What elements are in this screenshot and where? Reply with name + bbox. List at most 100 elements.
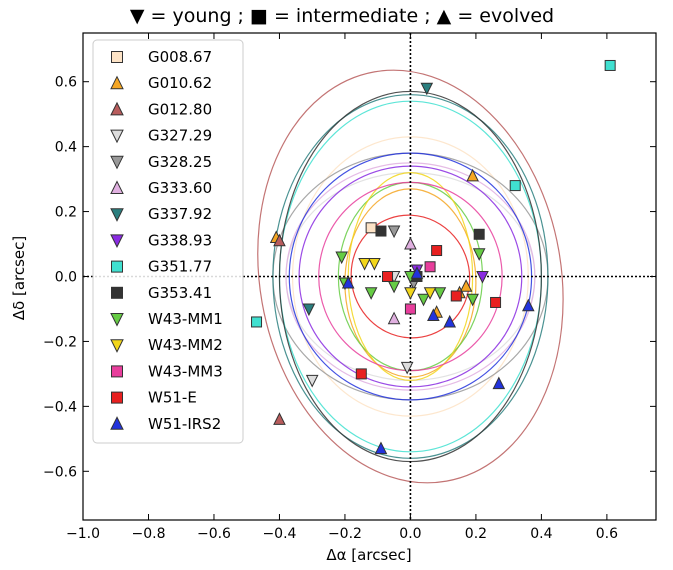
- legend-marker-g337-92: [110, 208, 124, 222]
- legend-label-w43-mm2: W43-MM2: [148, 336, 223, 354]
- legend-marker-w51-e: [111, 391, 123, 404]
- data-point-w51-e: [450, 290, 462, 302]
- data-point-g012-80: [273, 412, 286, 425]
- x-tick-label: −0.8: [131, 526, 165, 542]
- legend-marker-g008-67: [111, 51, 123, 63]
- data-point-w51-e: [490, 296, 502, 308]
- data-point-g008-67: [365, 222, 377, 234]
- data-point-w43-mm3: [424, 261, 436, 273]
- data-point-w43-mm2: [368, 258, 381, 271]
- legend-marker-w43-mm1: [110, 313, 124, 327]
- x-tick-label: −0.2: [328, 526, 362, 542]
- data-point-g333-60: [404, 236, 417, 250]
- data-point-w43-mm1: [433, 287, 447, 300]
- data-point-w51-e: [382, 271, 394, 282]
- data-point-g328-25: [387, 225, 401, 239]
- data-point-g010-62: [459, 279, 473, 292]
- legend-box: [92, 39, 244, 444]
- legend-label-g010-62: G010.62: [148, 74, 212, 92]
- data-point-w43-mm1: [417, 293, 430, 307]
- legend-label-g338-93: G338.93: [148, 231, 212, 249]
- data-point-g351-77: [604, 59, 616, 71]
- data-point-w43-mm1: [387, 280, 401, 294]
- y-tick-label: 0.2: [55, 205, 77, 221]
- data-point-w43-mm2: [423, 287, 437, 300]
- data-point-g338-93: [476, 271, 489, 284]
- data-point-w51-irs2: [443, 314, 457, 328]
- ticks-layer: −1.0 −0.8 −0.6 −0.4 −0.2 0.0 0.2 0.4 0.6 −0.6 −0.4…: [43, 33, 656, 542]
- legend-marker-g012-80: [110, 101, 124, 116]
- legend-label-g328-25: G328.25: [148, 153, 212, 171]
- legend-marker-g353-41: [111, 286, 123, 299]
- data-point-w51-irs2: [410, 266, 424, 279]
- y-tick-label: −0.4: [43, 399, 77, 415]
- data-point-w51-irs2: [521, 298, 535, 312]
- data-point-w43-mm2: [404, 287, 417, 300]
- legend-label-g353-41: G353.41: [148, 284, 212, 302]
- data-point-w51-irs2: [341, 275, 355, 289]
- data-point-w51-irs2: [374, 441, 388, 455]
- legend-marker-g010-62: [110, 75, 124, 90]
- legend-label-w43-mm3: W43-MM3: [148, 362, 223, 380]
- points-layer: [251, 59, 616, 455]
- legend-label-w43-mm1: W43-MM1: [148, 310, 223, 328]
- data-point-g337-92: [302, 303, 316, 317]
- legend-marker-g327-29: [110, 129, 124, 144]
- x-tick-label: −0.6: [197, 526, 231, 542]
- x-tick-label: −1.0: [66, 526, 100, 542]
- data-point-g351-77: [251, 316, 263, 328]
- data-point-w51-e: [355, 368, 367, 380]
- legend-marker-g338-93: [110, 234, 124, 249]
- legend-marker-w43-mm3: [111, 365, 123, 378]
- data-point-g327-29: [305, 374, 319, 388]
- legend-label-w51-irs2: W51-IRS2: [148, 415, 221, 433]
- legend-marker-g328-25: [110, 155, 124, 170]
- data-point-w43-mm1: [466, 293, 479, 307]
- legend: G008.67 G010.62 G012.80 G327.29 G328.25 G333.…: [92, 39, 244, 444]
- data-point-g333-60: [387, 311, 401, 325]
- y-tick-label: 0.0: [55, 270, 77, 286]
- data-point-g353-41: [473, 228, 485, 240]
- data-point-g012-80: [273, 233, 286, 247]
- data-point-g327-29: [400, 361, 414, 375]
- y-tick-label: −0.2: [43, 334, 77, 350]
- legend-label-g351-77: G351.77: [148, 258, 212, 276]
- data-point-w51-irs2: [492, 376, 506, 390]
- data-point-w43-mm1: [335, 251, 348, 265]
- y-tick-label: 0.6: [55, 75, 77, 91]
- legend-marker-w51-irs2: [110, 416, 124, 430]
- data-point-g351-77: [509, 180, 521, 192]
- legend-marker-g333-60: [110, 180, 124, 194]
- data-point-w43-mm1: [472, 248, 486, 261]
- data-point-g010-62: [466, 168, 479, 182]
- legend-marker-g351-77: [111, 260, 123, 273]
- y-tick-label: −0.6: [43, 464, 77, 480]
- data-point-w43-mm1: [364, 287, 378, 300]
- legend-label-g327-29: G327.29: [148, 127, 212, 145]
- y-axis-title: Δδ [arcsec]: [10, 236, 28, 320]
- x-tick-label: 0.4: [530, 526, 552, 542]
- x-tick-label: 0.2: [465, 526, 487, 542]
- data-point-w43-mm2: [358, 258, 371, 271]
- legend-label-g333-60: G333.60: [148, 179, 212, 197]
- crosshair-layer: [83, 33, 656, 520]
- legend-label-g008-67: G008.67: [148, 48, 212, 66]
- data-point-w51-irs2: [427, 308, 440, 321]
- legend-marker-w43-mm2: [110, 339, 124, 353]
- ellipse-g012-80: [257, 69, 564, 484]
- chart-title: ▼ = young ; ■ = intermediate ; ▲ = evolv…: [130, 5, 554, 27]
- x-tick-label: −0.4: [262, 526, 296, 542]
- legend-label-w51-e: W51-E: [148, 389, 197, 407]
- legend-label-g012-80: G012.80: [148, 100, 212, 118]
- data-point-g337-92: [420, 82, 434, 96]
- ellipse-w51-e: [350, 214, 471, 339]
- legend-label-g337-92: G337.92: [148, 205, 212, 223]
- y-tick-label: 0.4: [55, 140, 77, 156]
- x-axis-title: Δα [arcsec]: [326, 546, 411, 564]
- data-point-w43-mm3: [404, 303, 416, 315]
- x-tick-label: 0.0: [399, 526, 421, 542]
- x-tick-label: 0.6: [596, 526, 618, 542]
- data-point-w51-e: [431, 245, 443, 257]
- data-point-g353-41: [375, 225, 387, 237]
